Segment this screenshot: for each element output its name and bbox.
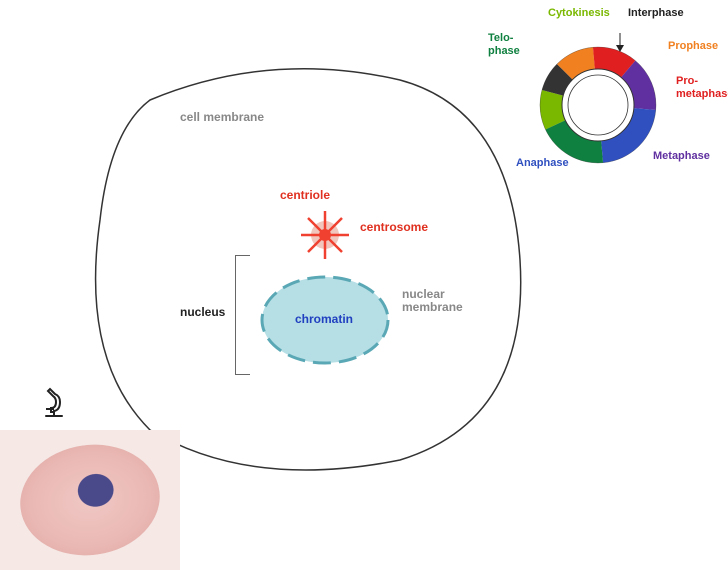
centrosome-graphic xyxy=(295,205,355,265)
chromatin-label: chromatin xyxy=(295,312,353,326)
cycle-phase-label: Cytokinesis xyxy=(548,7,610,20)
centrosome-label: centrosome xyxy=(360,220,428,234)
cell-membrane-outline xyxy=(70,40,540,490)
cell-membrane-label: cell membrane xyxy=(180,110,264,124)
cell-photo-content xyxy=(13,436,167,564)
centriole-label: centriole xyxy=(280,188,330,202)
cell-photo xyxy=(0,430,180,570)
cycle-phase-label: Metaphase xyxy=(653,150,710,163)
cell-cycle-diagram: CytokinesisInterphaseProphasePro- metaph… xyxy=(478,0,718,200)
cycle-phase-label: Anaphase xyxy=(516,157,569,170)
nuclear-membrane-label: nuclear membrane xyxy=(402,288,463,314)
cycle-phase-label: Interphase xyxy=(628,7,684,20)
nucleus-label: nucleus xyxy=(180,305,225,319)
cycle-phase-label: Pro- metaphase xyxy=(676,75,728,101)
cycle-phase-label: Telo- phase xyxy=(488,32,520,58)
cell-diagram: cell membrane centriole centrosome nucle… xyxy=(70,40,540,490)
microscope-icon xyxy=(40,386,68,425)
nucleus-bracket xyxy=(235,255,250,375)
cycle-phase-label: Prophase xyxy=(668,40,718,53)
